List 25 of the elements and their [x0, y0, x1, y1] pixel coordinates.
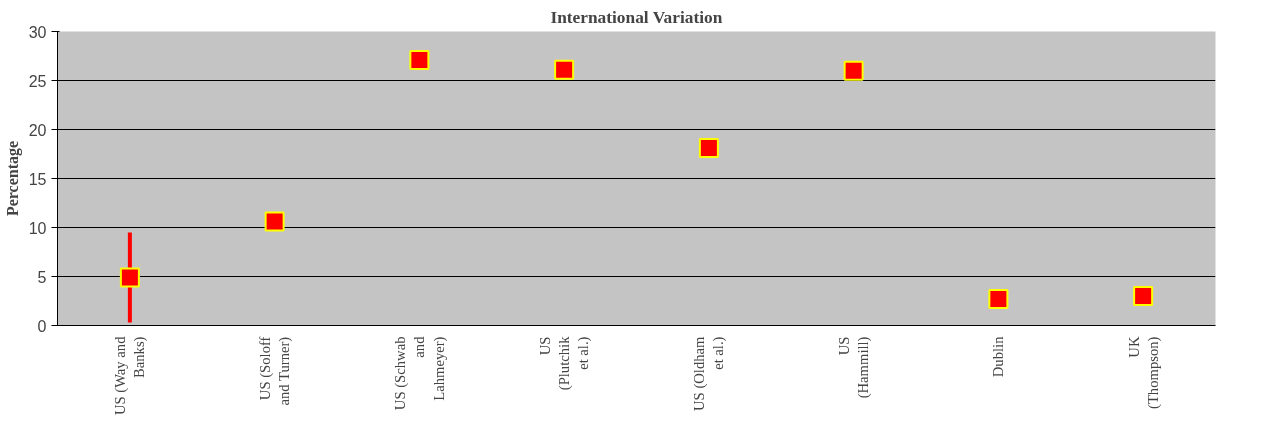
point	[119, 267, 140, 288]
y-tick-label: 20	[28, 121, 47, 139]
point	[698, 138, 719, 159]
x-tick-label: US (Plutchik et al.)	[536, 335, 593, 391]
point	[843, 60, 864, 81]
y-tick-label: 5	[37, 268, 47, 286]
y-tick-label: 25	[28, 72, 47, 90]
x-tick-label: US (Oldham et al.)	[691, 335, 728, 411]
x-tick-label: US (Soloff and Turner)	[257, 336, 294, 406]
point	[264, 211, 285, 232]
chart-title: International Variation	[550, 7, 723, 27]
x-tick-label: Dublin	[990, 335, 1007, 378]
y-tick-label: 10	[28, 219, 47, 237]
y-tick-label: 15	[28, 170, 47, 188]
point	[409, 49, 430, 70]
x-tick-label: UK (Thompson)	[1125, 336, 1162, 409]
point	[1133, 286, 1154, 307]
y-tick-label: 0	[37, 317, 47, 335]
y-axis-title: Percentage	[3, 140, 22, 217]
y-tick-label: 30	[28, 23, 47, 41]
point	[988, 289, 1009, 310]
point	[554, 59, 575, 80]
x-tick-label: US (Way and Banks)	[112, 335, 149, 416]
x-tick-label: US (Schwab and Lahmeyer)	[392, 335, 448, 411]
x-tick-label: US (Hammill)	[836, 336, 873, 399]
